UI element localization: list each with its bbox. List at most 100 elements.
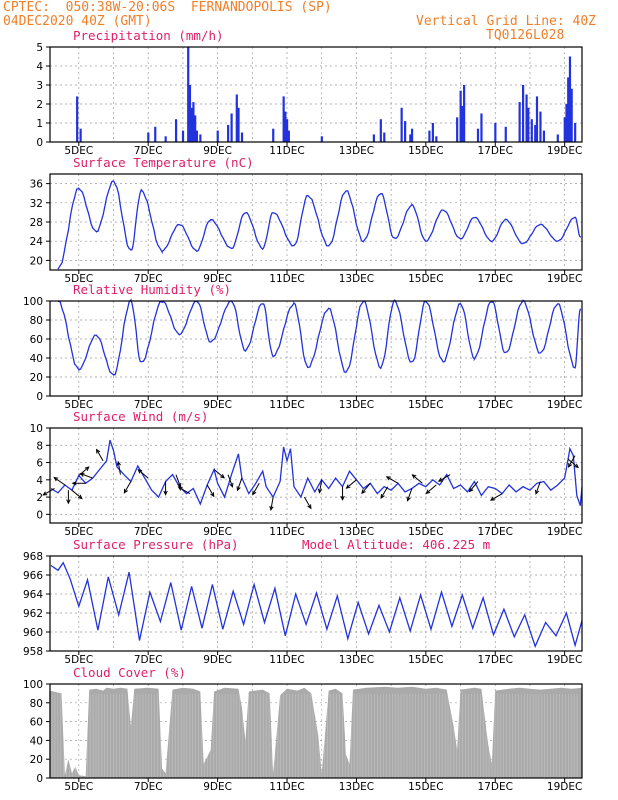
y-tick-label: 958 — [23, 646, 43, 658]
x-tick-label: 15DEC — [408, 273, 443, 285]
chart-title: Precipitation (mm/h) — [73, 28, 224, 43]
x-tick-label: 17DEC — [478, 781, 513, 793]
wind-arrowhead — [380, 493, 385, 499]
y-tick-label: 968 — [23, 551, 43, 563]
wind-arrowhead — [340, 495, 345, 501]
precip-bar — [154, 126, 157, 142]
precip-bar — [230, 113, 233, 142]
x-tick-label: 7DEC — [134, 145, 163, 157]
series-line — [50, 439, 583, 506]
precip-bar — [372, 134, 375, 142]
wind-vector — [361, 482, 371, 494]
y-tick-label: 2 — [36, 99, 43, 111]
x-tick-label: 13DEC — [339, 399, 374, 411]
wind-vector — [123, 481, 132, 494]
wind-vector — [270, 497, 274, 510]
wind-arrowhead — [77, 494, 83, 500]
wind-vector — [175, 474, 181, 488]
precip-bar — [188, 85, 192, 142]
series-line — [57, 180, 581, 270]
chart-title: Surface Pressure (hPa) — [73, 537, 239, 552]
wind-arrowhead — [71, 481, 77, 486]
precip-bar — [428, 130, 431, 142]
x-tick-label: 15DEC — [408, 145, 443, 157]
precip-bar — [216, 130, 219, 142]
wind-arrowhead — [425, 489, 431, 495]
wind-arrowhead — [137, 468, 143, 474]
y-tick-label: 0 — [36, 137, 43, 149]
series-line — [57, 298, 581, 377]
wind-arrowhead — [361, 489, 366, 495]
x-tick-label: 15DEC — [408, 654, 443, 666]
precip-bar — [174, 119, 178, 142]
x-tick-label: 13DEC — [339, 781, 374, 793]
precip-bar — [565, 104, 568, 142]
precip-bar — [530, 119, 533, 142]
wind-vector — [407, 488, 413, 501]
x-tick-label: 11DEC — [269, 526, 304, 538]
x-tick-label: 17DEC — [478, 145, 513, 157]
y-tick-label: 60 — [30, 334, 43, 346]
precip-bar — [494, 123, 497, 142]
x-tick-label: 19DEC — [547, 654, 582, 666]
x-tick-label: 7DEC — [134, 654, 163, 666]
precip-bar — [459, 90, 462, 142]
wind-arrowhead — [53, 476, 59, 482]
x-tick-label: 15DEC — [408, 526, 443, 538]
x-tick-label: 5DEC — [64, 526, 93, 538]
x-tick-label: 5DEC — [64, 145, 93, 157]
precip-bar — [164, 136, 167, 142]
precip-bar — [534, 124, 537, 142]
y-tick-label: 5 — [36, 42, 43, 54]
wind-arrowhead — [468, 487, 474, 493]
wind-arrowhead — [406, 496, 411, 502]
plot-frame — [49, 555, 583, 652]
x-tick-label: 11DEC — [269, 654, 304, 666]
precip-bar — [527, 107, 530, 142]
wind-arrowhead — [123, 488, 128, 494]
y-tick-label: 40 — [30, 735, 43, 747]
precip-bar — [199, 134, 202, 142]
wind-arrowhead — [489, 496, 495, 501]
precip-bar — [409, 134, 412, 142]
wind-arrowhead — [163, 490, 168, 496]
wind-vector — [43, 488, 55, 496]
x-tick-label: 17DEC — [478, 273, 513, 285]
x-tick-label: 9DEC — [203, 399, 232, 411]
x-tick-label: 7DEC — [134, 526, 163, 538]
chart-panel-6: 0 20 40 60 80 100 5DEC 7DEC 9DEC 11DEC 13DEC 15DEC 1… — [23, 665, 583, 793]
x-tick-label: 17DEC — [478, 526, 513, 538]
wind-vector — [380, 486, 389, 499]
y-tick-label: 966 — [23, 570, 43, 582]
chart-panel-5: 958 960 962 964 966 968 5DEC 7DEC 9DEC 11DEC 13DEC… — [23, 537, 583, 666]
wind-arrowhead — [66, 499, 71, 505]
precip-bar — [284, 111, 287, 142]
wind-arrowhead — [177, 486, 183, 491]
precip-bar — [400, 107, 403, 142]
precip-bar — [235, 94, 238, 142]
precip-bar — [535, 96, 539, 142]
x-tick-label: 19DEC — [547, 399, 582, 411]
x-tick-label: 9DEC — [203, 145, 232, 157]
precip-bar — [525, 94, 528, 142]
plot-frame — [49, 46, 583, 143]
x-tick-label: 7DEC — [134, 273, 163, 285]
precip-bar — [435, 136, 438, 142]
wind-vector — [386, 476, 399, 484]
x-tick-label: 13DEC — [339, 654, 374, 666]
wind-vector — [567, 458, 579, 468]
y-tick-label: 0 — [36, 509, 43, 521]
wind-arrowhead — [269, 505, 274, 512]
wind-vector — [490, 493, 503, 501]
precip-bar — [476, 128, 480, 142]
x-tick-label: 11DEC — [269, 399, 304, 411]
y-tick-label: 20 — [30, 255, 43, 267]
precip-bar — [431, 123, 434, 142]
chart-panel-1: 0 1 2 3 4 5 5DEC 7DEC 9DEC 11DEC 13DEC 15DEC 17DEC 19… — [36, 28, 583, 157]
chart-title: Surface Temperature (nC) — [73, 155, 254, 170]
x-tick-label: 9DEC — [203, 781, 232, 793]
precip-bar — [320, 136, 323, 142]
x-tick-label: 19DEC — [547, 781, 582, 793]
wind-arrowhead — [411, 474, 417, 479]
wind-vector — [213, 469, 225, 479]
